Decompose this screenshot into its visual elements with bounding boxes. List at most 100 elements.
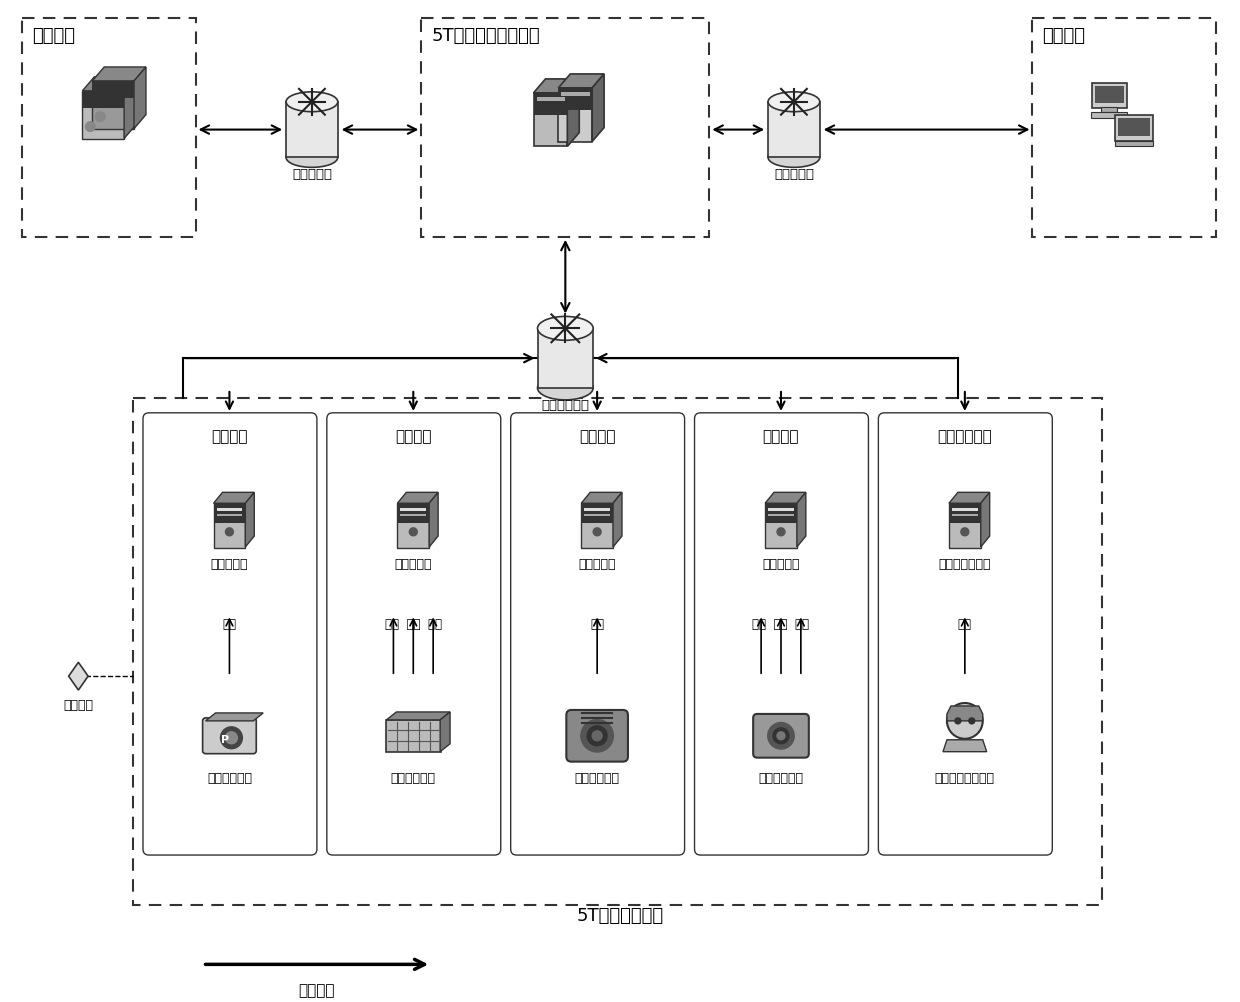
Text: 图像单元: 图像单元 <box>763 428 800 443</box>
Text: 过车: 过车 <box>957 617 972 630</box>
Text: 温度探测设备: 温度探测设备 <box>574 771 620 784</box>
Text: 过车: 过车 <box>590 617 604 630</box>
Circle shape <box>777 528 785 536</box>
Text: 轮对尺寸探测设备: 轮对尺寸探测设备 <box>935 771 994 784</box>
Text: 力学处理机: 力学处理机 <box>211 557 248 570</box>
Text: 温度处理机: 温度处理机 <box>578 557 616 570</box>
Ellipse shape <box>768 148 820 168</box>
Bar <box>213 504 246 524</box>
Text: 访问终端: 访问终端 <box>1043 27 1085 45</box>
Ellipse shape <box>537 317 593 341</box>
Text: 温度单元: 温度单元 <box>579 428 615 443</box>
Text: 声学探测设备: 声学探测设备 <box>391 771 435 784</box>
Polygon shape <box>213 493 254 504</box>
Text: 过车  图像  车号: 过车 图像 车号 <box>753 617 810 630</box>
Polygon shape <box>92 82 134 129</box>
Polygon shape <box>949 493 990 504</box>
Bar <box>397 504 429 524</box>
Bar <box>217 509 242 512</box>
Circle shape <box>86 122 95 132</box>
Circle shape <box>955 718 961 724</box>
Circle shape <box>777 732 785 740</box>
Text: 行车方向: 行车方向 <box>299 982 335 997</box>
Text: 轮对尺寸单元: 轮对尺寸单元 <box>937 428 992 443</box>
FancyBboxPatch shape <box>753 714 808 758</box>
Bar <box>768 102 820 158</box>
Bar <box>765 504 797 548</box>
Bar <box>397 504 429 548</box>
Text: 5T集成探测设备: 5T集成探测设备 <box>577 906 663 924</box>
Bar <box>949 504 981 548</box>
Circle shape <box>593 731 603 741</box>
Polygon shape <box>613 493 622 547</box>
Bar <box>537 329 593 389</box>
Bar <box>1115 141 1153 147</box>
Text: 力学单元: 力学单元 <box>211 428 248 443</box>
Polygon shape <box>582 493 622 504</box>
Polygon shape <box>533 80 579 94</box>
Text: 局域网交换机: 局域网交换机 <box>542 399 589 412</box>
Polygon shape <box>568 80 579 147</box>
Polygon shape <box>246 493 254 547</box>
Bar <box>1101 107 1117 112</box>
Polygon shape <box>124 78 136 139</box>
Text: 声学单元: 声学单元 <box>396 428 432 443</box>
Bar <box>1033 19 1216 237</box>
Polygon shape <box>92 68 146 82</box>
Polygon shape <box>765 493 806 504</box>
Bar <box>401 509 427 512</box>
Polygon shape <box>68 662 88 690</box>
Bar <box>1092 84 1127 108</box>
Circle shape <box>226 528 233 536</box>
Text: 异地数据: 异地数据 <box>32 27 74 45</box>
Bar <box>422 19 709 237</box>
Bar <box>286 102 337 158</box>
Bar <box>133 399 1102 905</box>
Ellipse shape <box>286 93 337 112</box>
Bar <box>949 504 981 524</box>
Polygon shape <box>206 713 263 721</box>
Bar <box>768 509 794 512</box>
Polygon shape <box>981 493 990 547</box>
Bar <box>582 504 613 548</box>
Polygon shape <box>82 92 124 139</box>
Polygon shape <box>947 706 983 721</box>
Bar <box>92 82 134 98</box>
Bar <box>1095 87 1123 103</box>
Bar <box>1115 115 1153 141</box>
Circle shape <box>221 727 242 748</box>
Text: 路网交换机: 路网交换机 <box>774 168 813 181</box>
FancyBboxPatch shape <box>567 710 627 762</box>
Text: P: P <box>222 734 229 744</box>
Circle shape <box>961 528 968 536</box>
Circle shape <box>588 726 608 745</box>
Circle shape <box>968 718 975 724</box>
Circle shape <box>947 703 983 739</box>
Text: 过车: 过车 <box>222 617 237 630</box>
Bar <box>768 515 794 517</box>
Text: 图像处理机: 图像处理机 <box>763 557 800 570</box>
Polygon shape <box>387 712 450 720</box>
Circle shape <box>226 732 237 744</box>
Ellipse shape <box>286 148 337 168</box>
Polygon shape <box>558 89 593 142</box>
Bar <box>582 504 613 524</box>
Text: 过车  声音  信号: 过车 声音 信号 <box>384 617 441 630</box>
Text: 5T综合处理集成平台: 5T综合处理集成平台 <box>432 27 539 45</box>
Circle shape <box>95 112 105 122</box>
Bar <box>22 19 196 237</box>
Bar <box>82 92 124 108</box>
Polygon shape <box>134 68 146 129</box>
Bar <box>1091 112 1127 118</box>
Circle shape <box>773 728 789 744</box>
Bar <box>584 515 610 517</box>
Polygon shape <box>397 493 438 504</box>
Circle shape <box>768 723 794 748</box>
Ellipse shape <box>768 93 820 112</box>
Polygon shape <box>558 75 604 89</box>
Bar <box>401 515 427 517</box>
Bar <box>584 509 610 512</box>
Text: 轮对尺寸处理机: 轮对尺寸处理机 <box>939 557 991 570</box>
Bar <box>217 515 242 517</box>
Polygon shape <box>593 75 604 142</box>
